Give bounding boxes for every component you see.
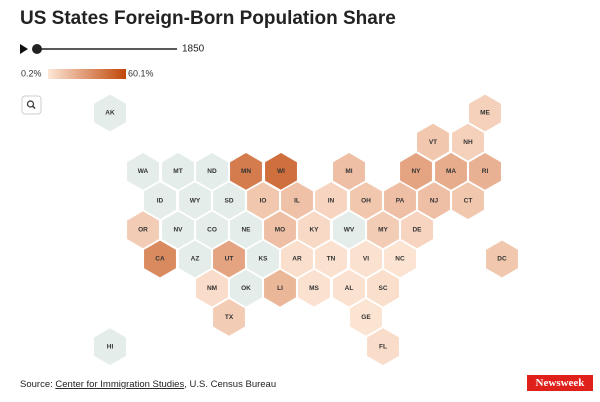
state-label: KY — [309, 227, 319, 234]
state-label: NM — [207, 285, 217, 292]
state-label: VT — [429, 139, 437, 146]
state-label: WA — [138, 168, 149, 175]
state-label: CA — [155, 256, 165, 263]
state-label: RI — [482, 168, 489, 175]
state-label: MY — [378, 227, 388, 234]
logo: Newsweek — [536, 377, 586, 389]
state-label: MA — [446, 168, 456, 175]
state-label: KS — [258, 256, 268, 263]
legend-min: 0.2% — [21, 68, 42, 78]
slider-year: 1850 — [182, 44, 205, 55]
state-label: MI — [345, 168, 352, 175]
state-hex — [296, 268, 332, 309]
search-icon — [26, 100, 35, 108]
state-label: DE — [412, 227, 422, 234]
state-label: SD — [224, 197, 233, 204]
state-label: NJ — [430, 197, 439, 204]
state-label: NE — [241, 227, 251, 234]
state-label: WV — [344, 227, 355, 234]
state-label: MN — [241, 168, 251, 175]
state-hex — [211, 297, 247, 338]
logo-box — [527, 375, 593, 391]
state-label: NH — [463, 139, 473, 146]
state-label: PA — [396, 197, 405, 204]
title: US States Foreign-Born Population Share — [20, 8, 396, 29]
state-label: IL — [294, 197, 300, 204]
state-label: NC — [395, 256, 405, 263]
state-label: ME — [480, 110, 490, 117]
state-label: MT — [173, 168, 182, 175]
state-label: ND — [207, 168, 217, 175]
state-label: FL — [379, 343, 387, 350]
state-label: OH — [361, 197, 371, 204]
state-label: MO — [275, 227, 285, 234]
play-button[interactable] — [20, 44, 28, 54]
legend-max: 60.1% — [128, 68, 154, 78]
state-label: CO — [207, 227, 217, 234]
state-label: AR — [292, 256, 302, 263]
state-label: AL — [345, 285, 354, 292]
state-label: LI — [277, 285, 283, 292]
hex-map: AK ME VT NH WA MT ND MN WI MI NY MA RI ID WY SD IO IL IN OH… — [92, 92, 520, 367]
state-label: TX — [225, 314, 234, 321]
state-label: WI — [277, 168, 285, 175]
state-label: HI — [107, 343, 114, 350]
source-suffix: , U.S. Census Bureau — [184, 379, 276, 390]
state-hex — [450, 180, 486, 221]
state-label: NV — [173, 227, 183, 234]
source: Source: Center for Immigration Studies, … — [20, 379, 276, 390]
state-label: AK — [105, 110, 115, 117]
state-label: CT — [464, 197, 473, 204]
source-prefix: Source: — [20, 379, 55, 390]
state-label: SC — [378, 285, 387, 292]
state-label: VI — [363, 256, 369, 263]
legend-gradient — [48, 69, 126, 79]
state-label: WY — [190, 197, 201, 204]
state-label: OK — [241, 285, 251, 292]
state-hex — [484, 238, 520, 280]
search-icon — [32, 105, 36, 109]
state-label: DC — [497, 256, 507, 263]
state-label: AZ — [191, 256, 200, 263]
state-hex — [142, 238, 178, 280]
state-label: IO — [260, 197, 267, 204]
state-label: ID — [157, 197, 164, 204]
state-label: TN — [327, 256, 336, 263]
state-label: OR — [138, 227, 148, 234]
state-label: NY — [411, 168, 421, 175]
state-hex — [92, 326, 128, 367]
state-label: MS — [309, 285, 319, 292]
state-hex — [92, 92, 128, 134]
source-link[interactable]: Center for Immigration Studies — [55, 379, 184, 390]
state-label: UT — [225, 256, 234, 263]
search-button[interactable] — [21, 95, 42, 115]
state-label: IN — [328, 197, 335, 204]
slider-knob[interactable] — [32, 44, 42, 54]
state-label: GE — [361, 314, 371, 321]
state-hex — [365, 326, 401, 367]
